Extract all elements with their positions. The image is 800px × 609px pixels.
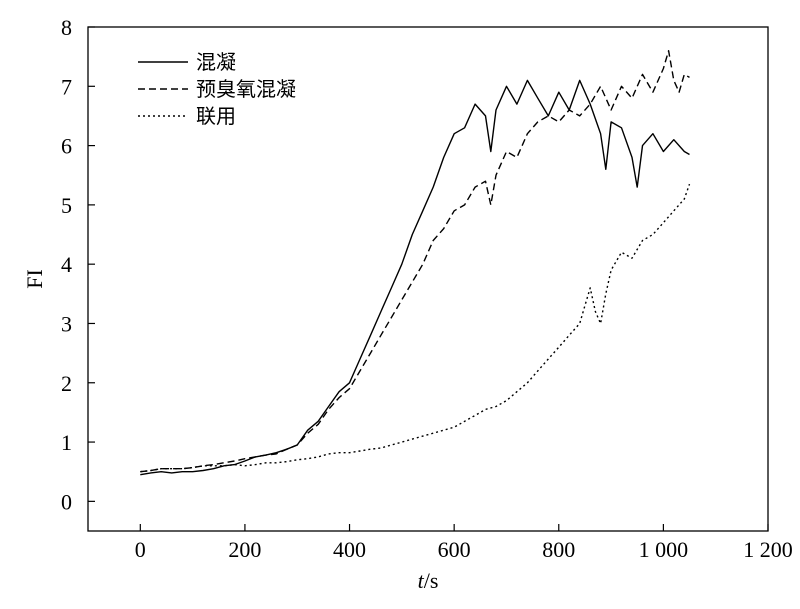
x-tick-label: 0: [135, 537, 146, 562]
y-tick-label: 6: [61, 134, 72, 159]
y-tick-label: 7: [61, 74, 72, 99]
x-axis-title-symbol: t: [418, 568, 425, 593]
y-tick-label: 0: [61, 489, 72, 514]
x-tick-label: 1 200: [743, 537, 793, 562]
legend-label: 联用: [196, 104, 236, 128]
y-tick-label: 1: [61, 430, 72, 455]
y-tick-label: 2: [61, 371, 72, 396]
x-tick-label: 200: [228, 537, 261, 562]
x-tick-label: 400: [333, 537, 366, 562]
plot-area-frame: [87, 26, 769, 532]
y-tick-label: 4: [61, 252, 72, 277]
x-tick-label: 800: [542, 537, 575, 562]
y-tick-label: 8: [61, 15, 72, 40]
x-tick-label: 600: [438, 537, 471, 562]
x-axis-title: t/s: [418, 568, 439, 593]
x-axis-title-unit: /s: [424, 568, 439, 593]
y-tick-label: 5: [61, 193, 72, 218]
series-line-solid: [140, 79, 690, 476]
x-tick-label: 1 000: [639, 537, 689, 562]
legend-label: 预臭氧混凝: [196, 77, 296, 101]
series-line-dashed: [140, 50, 690, 473]
y-tick-label: 3: [61, 311, 72, 336]
legend-label: 混凝: [196, 50, 236, 74]
y-axis-title: FI: [22, 269, 47, 289]
